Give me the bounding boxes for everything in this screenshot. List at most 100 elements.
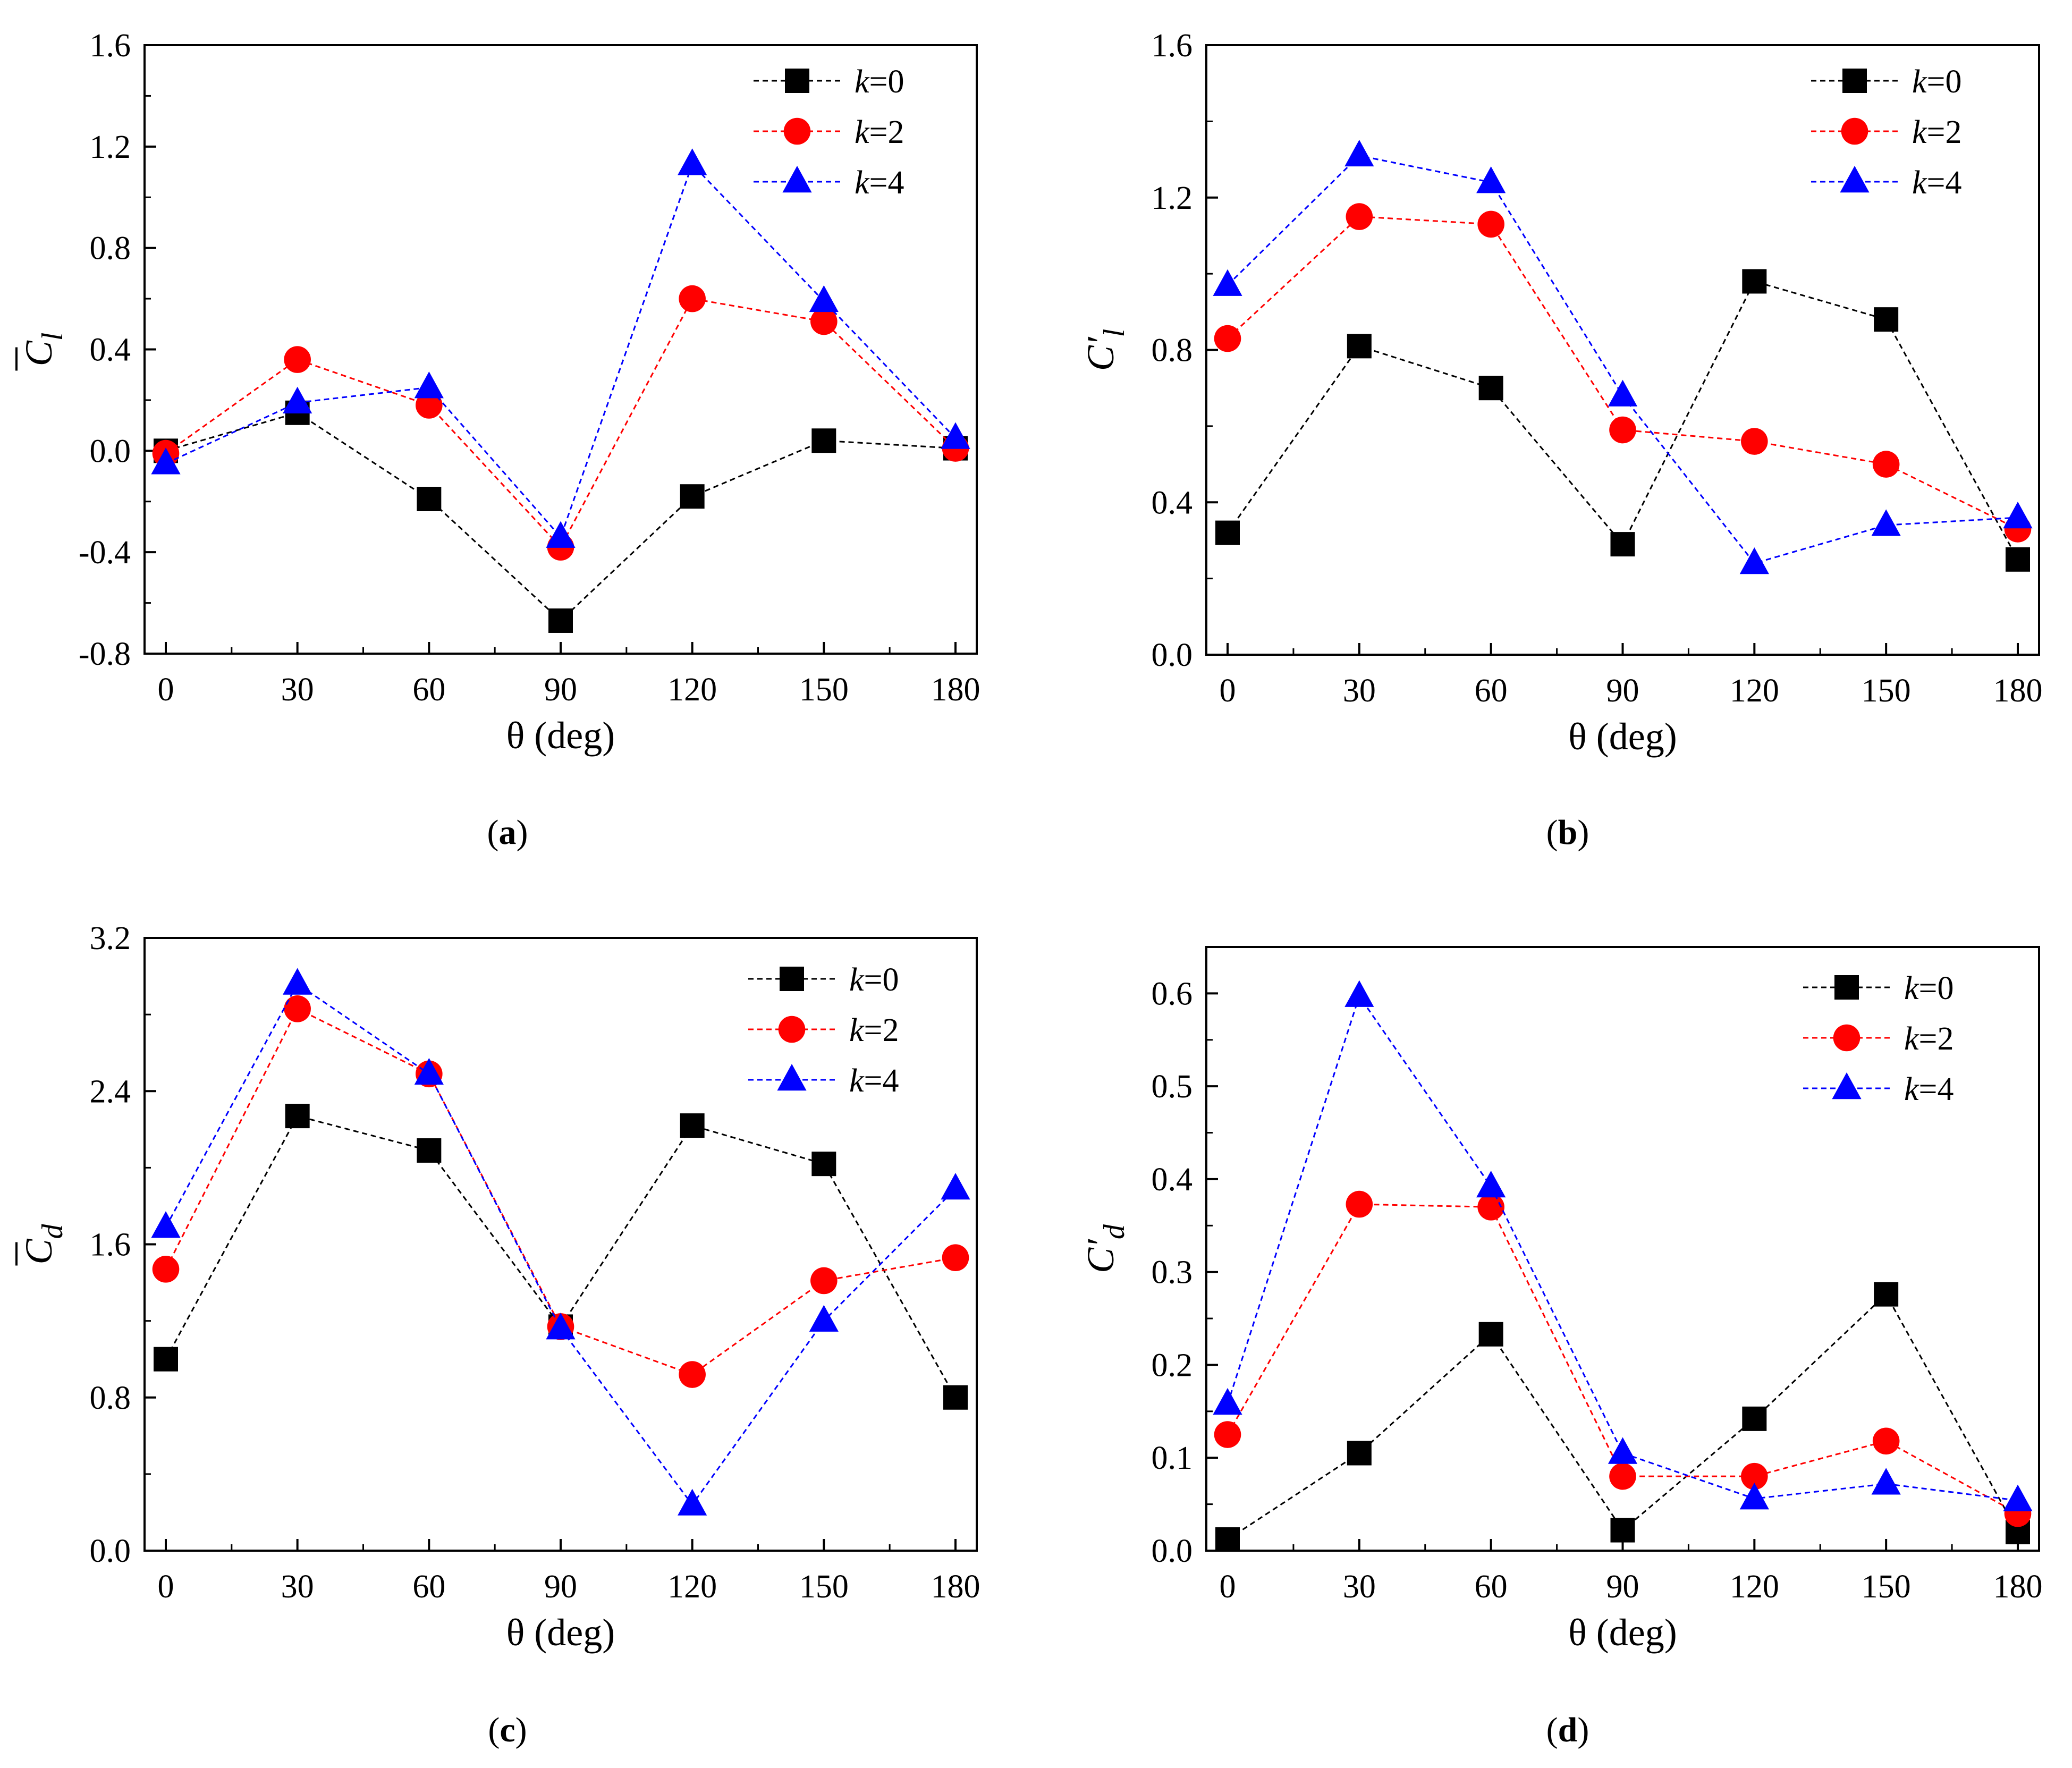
legend-k: k [849, 1012, 865, 1048]
data-point [1347, 334, 1372, 359]
legend-k: k [1912, 165, 1927, 201]
data-point [417, 486, 442, 511]
caption-close: ) [1577, 1711, 1589, 1749]
y-tick-label: 0.2 [1152, 1347, 1193, 1383]
series-k=2 [1214, 203, 2032, 543]
data-point [284, 346, 311, 373]
legend-label: k=2 [849, 1012, 899, 1048]
series-line [165, 412, 956, 622]
x-tick-label: 180 [1993, 673, 2043, 709]
x-tick-label: 150 [1862, 1569, 1911, 1605]
legend-k: k [849, 1063, 865, 1099]
y-tick-label: 0.3 [1152, 1255, 1193, 1291]
y-axis-label: Cl [15, 333, 69, 371]
y-tick-label: 1.2 [1152, 180, 1193, 216]
panel-caption: (a) [487, 813, 528, 852]
legend-marker [778, 1016, 806, 1043]
data-point [285, 1104, 310, 1129]
x-tick-label: 30 [1343, 1569, 1376, 1605]
y-tick-label: 0.4 [90, 332, 131, 368]
legend-k: k [1912, 64, 1927, 100]
data-point [943, 1385, 968, 1410]
y-tick-label: 0.8 [90, 231, 131, 267]
y-axis-label-main: C′ [1079, 336, 1122, 371]
legend-marker [782, 166, 812, 193]
legend-marker [777, 1064, 807, 1091]
data-point [810, 1267, 838, 1295]
y-tick-label: 0.8 [90, 1380, 131, 1416]
y-axis-label: C′d [1079, 1224, 1131, 1273]
y-axis-label-text: Cd [18, 1223, 69, 1264]
data-point [2006, 547, 2030, 572]
caption-open: ( [1546, 1711, 1558, 1749]
data-point [151, 447, 181, 475]
legend-eq: =2 [1919, 1021, 1954, 1057]
series-k=2 [152, 285, 969, 561]
data-point [548, 608, 573, 633]
data-point [811, 1152, 836, 1177]
panel-caption: (d) [1546, 1711, 1589, 1749]
series-line [165, 983, 957, 1507]
x-tick-label: 0 [1220, 673, 1236, 709]
y-tick-label: 0.4 [1152, 1162, 1193, 1198]
y-axis: 0.0 0.1 0.2 0.3 0.4 0.5 0.6 [1152, 976, 1218, 1569]
series-k=4 [151, 148, 970, 548]
legend-label: k=0 [1912, 64, 1962, 100]
data-point [1609, 1462, 1636, 1490]
data-point [1213, 269, 1242, 296]
y-axis-label-text: C′d [1079, 1224, 1131, 1273]
x-axis: 0 30 60 90 120 150 180 [1220, 1539, 2043, 1605]
data-point [1872, 451, 1900, 478]
caption-letter: b [1558, 813, 1578, 852]
data-point [1608, 1437, 1638, 1464]
caption-close: ) [517, 813, 528, 852]
data-point [1478, 1322, 1503, 1347]
series-k=4 [1213, 980, 2033, 1511]
data-point [942, 1244, 969, 1272]
x-tick-label: 90 [1606, 673, 1639, 709]
caption-letter: a [499, 813, 517, 852]
data-point [546, 521, 576, 548]
y-tick-label: 1.6 [1152, 28, 1193, 64]
panel-b: 0 30 60 90 120 150 180 0.0 0.4 0.8 1.2 1.6 θ (deg) C′… [1079, 28, 2043, 852]
legend-label: k=4 [849, 1063, 899, 1099]
caption-letter: d [1558, 1711, 1578, 1749]
legend-eq: =4 [864, 1063, 899, 1099]
data-point [1741, 428, 1768, 455]
y-axis-label-main: C [18, 1239, 60, 1265]
data-point [1477, 1194, 1504, 1221]
x-tick-label: 60 [412, 672, 445, 708]
data-point [941, 422, 970, 449]
data-point [678, 148, 707, 175]
data-point [809, 1305, 839, 1332]
data-point [941, 1173, 970, 1200]
x-tick-label: 90 [544, 672, 577, 708]
data-point [1476, 166, 1506, 193]
legend-eq: =4 [869, 165, 904, 201]
panel-caption: (b) [1546, 813, 1589, 852]
data-point [811, 428, 836, 453]
legend-label: k=0 [849, 962, 899, 998]
x-tick-label: 150 [799, 1569, 849, 1605]
data-point [151, 1211, 181, 1238]
legend-k: k [855, 64, 870, 100]
legend-marker [1842, 69, 1867, 93]
x-tick-label: 60 [1475, 673, 1508, 709]
legend-eq: =0 [1919, 970, 1954, 1006]
data-point [680, 484, 705, 509]
y-axis-label-text: C′l [1079, 329, 1131, 371]
data-point [2003, 1484, 2033, 1511]
data-point [1215, 520, 1240, 545]
data-point [1874, 307, 1899, 332]
y-tick-label: 0.0 [1152, 1533, 1193, 1569]
y-axis-label: C′l [1079, 329, 1131, 371]
data-point [1742, 1406, 1767, 1431]
data-point [678, 1488, 707, 1516]
legend-eq: =2 [1927, 114, 1962, 150]
data-point [1346, 1190, 1373, 1218]
y-tick-label: 0.0 [1152, 637, 1193, 673]
data-point [1608, 379, 1638, 407]
y-tick-label: 0.1 [1152, 1440, 1193, 1476]
legend: k=0k=2k=4 [754, 64, 904, 201]
